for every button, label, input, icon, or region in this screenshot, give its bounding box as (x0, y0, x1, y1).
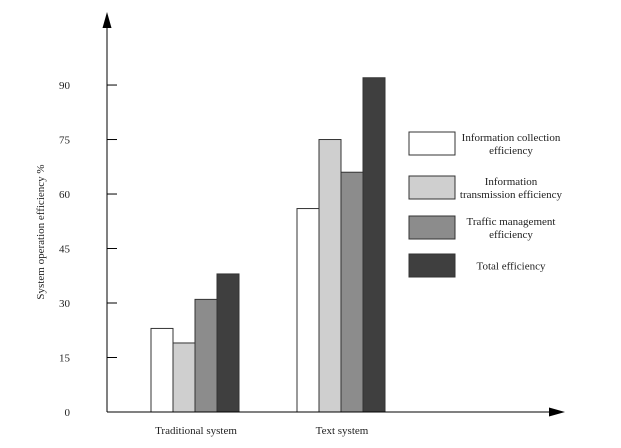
legend-label: Information collection (462, 132, 561, 144)
legend-label: Total efficiency (477, 261, 546, 273)
legend-label: efficiency (489, 145, 533, 157)
bar-traffic-management (340, 171, 364, 413)
bar-traffic-management (194, 298, 218, 413)
bar-total (216, 273, 240, 413)
y-axis-arrow (102, 12, 112, 28)
legend-swatch (408, 253, 456, 278)
legend-swatch (408, 175, 456, 200)
legend-swatch (408, 215, 456, 240)
y-tick-label: 45 (59, 244, 71, 256)
y-tick-label: 90 (59, 80, 71, 92)
bar-info-transmission (318, 139, 342, 413)
y-tick-label: 30 (59, 298, 71, 310)
bar-total (362, 77, 386, 413)
legend-label: efficiency (489, 229, 533, 241)
y-tick-label: 0 (65, 407, 71, 419)
legend-label: Traffic management (467, 216, 556, 228)
legend-label: Information (485, 176, 538, 188)
y-axis-label: System operation efficiency % (35, 164, 47, 299)
y-tick-label: 60 (59, 189, 71, 201)
legend-swatch (408, 131, 456, 156)
bar-info-collection (150, 327, 174, 413)
y-tick-label: 75 (59, 135, 71, 147)
x-axis-arrow (549, 407, 565, 417)
x-category-label: Traditional system (155, 425, 237, 437)
y-tick-label: 15 (59, 353, 71, 365)
legend-label: transmission efficiency (460, 189, 563, 201)
x-category-label: Text system (316, 425, 369, 437)
bar-info-collection (296, 208, 320, 413)
bar-info-transmission (172, 342, 196, 413)
